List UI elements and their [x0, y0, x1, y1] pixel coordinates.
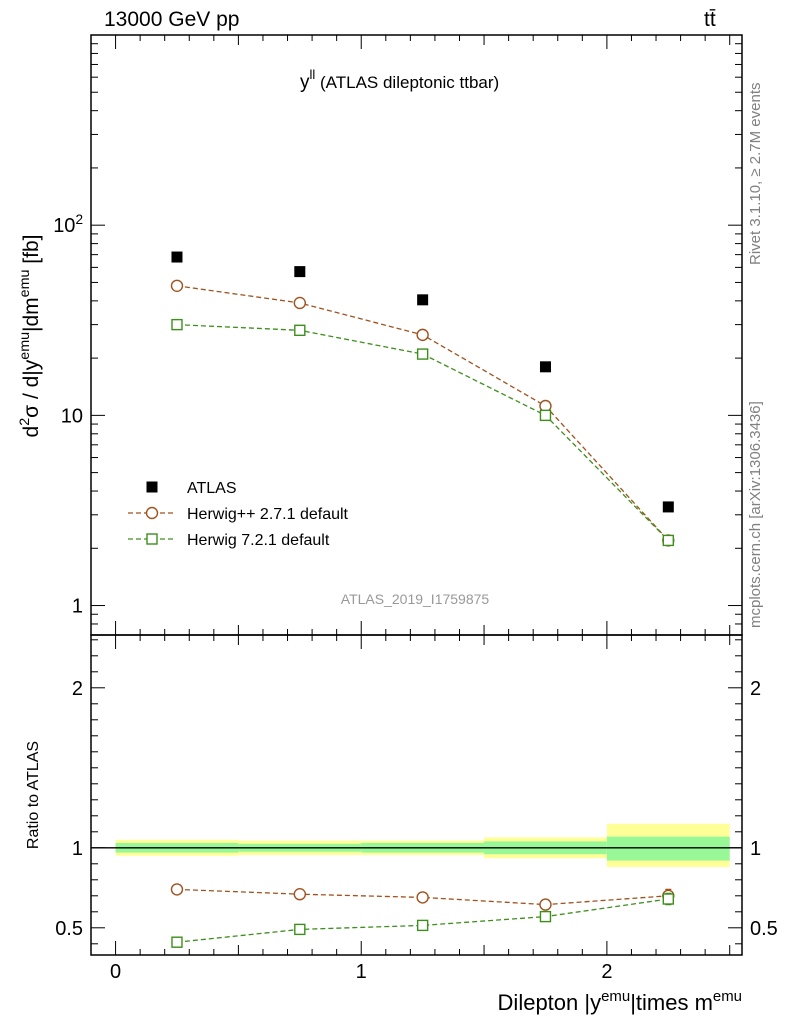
- ratio-data-point: [539, 910, 552, 923]
- ratio-y-tick-label-right: 2: [750, 678, 761, 700]
- data-point: [171, 251, 183, 263]
- y-axis-label: d2σ / d|yemu|dmemu [fb]: [17, 235, 43, 438]
- legend-entry: Herwig++ 2.7.1 default: [187, 506, 349, 523]
- data-point: [539, 409, 552, 422]
- label-part: Dilepton |y: [498, 990, 602, 1015]
- label-part: |times m: [630, 990, 713, 1015]
- plot-title: yll (ATLAS dileptonic ttbar): [300, 67, 499, 93]
- ratio-series-line: [176, 898, 669, 943]
- x-tick-label: 2: [601, 961, 612, 983]
- ratio-y-tick-label-right: 0.5: [750, 918, 778, 940]
- x-tick-label: 0: [110, 961, 121, 983]
- data-point: [416, 348, 429, 360]
- title-text: (ATLAS dileptonic ttbar): [315, 73, 499, 92]
- legend-marker: [146, 481, 158, 493]
- legend-marker: [145, 506, 159, 520]
- y-tick-label: 102: [53, 212, 83, 237]
- data-point: [662, 534, 675, 547]
- legend-entry: ATLAS: [187, 480, 237, 497]
- ratio-data-point: [171, 936, 183, 948]
- ratio-data-point: [539, 898, 552, 911]
- data-point: [293, 296, 307, 310]
- label-part: |dm: [20, 297, 43, 332]
- ratio-data-point: [662, 893, 675, 905]
- ratio-data-point: [416, 919, 429, 932]
- ratio-data-point: [170, 883, 184, 896]
- y-tick-label: 1: [72, 596, 83, 618]
- label-part: [fb]: [20, 235, 43, 270]
- y-tick-label: 10: [61, 405, 83, 427]
- label-part: 2: [75, 212, 83, 227]
- data-point: [294, 266, 306, 278]
- ratio-plot-frame: [90, 634, 743, 956]
- ratio-y-axis-label: Ratio to ATLAS: [25, 741, 42, 849]
- series-line: [176, 285, 669, 541]
- energy-label: 13000 GeV pp: [104, 8, 240, 31]
- data-point: [662, 501, 674, 513]
- label-part: 10: [53, 215, 75, 237]
- data-point: [539, 361, 551, 373]
- ratio-data-point: [293, 888, 307, 901]
- data-point: [417, 294, 429, 306]
- legend-marker: [146, 533, 158, 545]
- label-part: emu: [17, 332, 33, 360]
- ratio-y-tick-label: 2: [72, 678, 83, 700]
- ratio-y-tick-label: 0.5: [55, 918, 83, 940]
- title-symbol: y: [300, 72, 310, 93]
- label-part: emu: [17, 270, 33, 298]
- analysis-watermark: ATLAS_2019_I1759875: [341, 591, 490, 607]
- ratio-data-point: [416, 891, 429, 904]
- x-tick-label: 1: [356, 961, 367, 983]
- ratio-y-tick-label: 1: [72, 838, 83, 860]
- label-part: 2: [17, 418, 33, 426]
- data-point: [416, 328, 429, 342]
- ratio-y-tick-label-right: 1: [750, 838, 761, 860]
- inner-uncertainty-band: [606, 836, 730, 861]
- data-point: [294, 324, 306, 337]
- process-label: tt̄: [704, 8, 716, 31]
- label-part: σ / d|y: [20, 359, 43, 418]
- ratio-data-point: [294, 923, 306, 936]
- label-part: emu: [601, 988, 630, 1005]
- label-part: d: [20, 426, 43, 438]
- label-part: emu: [713, 988, 742, 1005]
- title-sup: ll: [310, 67, 316, 82]
- data-point: [171, 318, 183, 331]
- data-point: [170, 279, 184, 293]
- x-axis-label: Dilepton |yemu|times memu: [498, 988, 742, 1015]
- legend-entry: Herwig 7.2.1 default: [187, 532, 330, 549]
- ratio-series-line: [176, 888, 669, 906]
